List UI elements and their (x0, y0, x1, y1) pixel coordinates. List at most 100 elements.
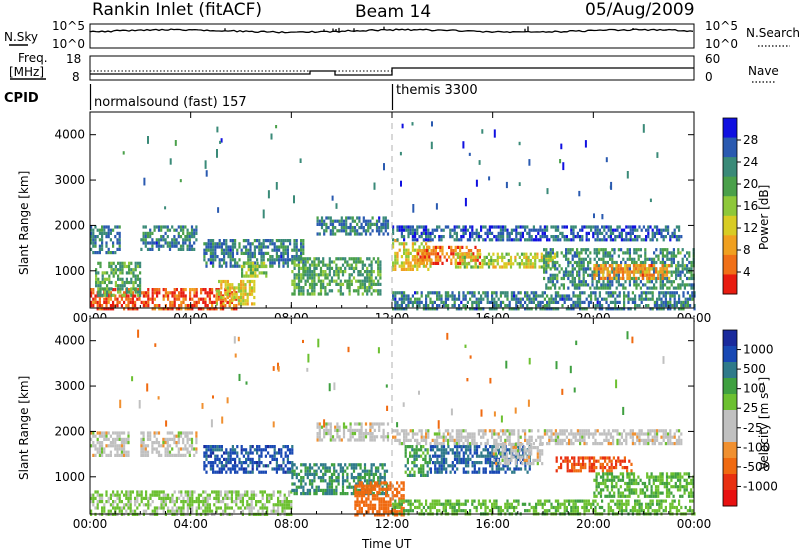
rti-cell (206, 307, 209, 311)
rti-cell (491, 291, 494, 295)
rti-cell (180, 307, 183, 311)
rti-cell (403, 297, 406, 301)
rti-cell (324, 463, 327, 467)
rti-cell (396, 513, 399, 517)
rti-cell (378, 484, 381, 488)
rti-cell (666, 280, 669, 284)
rti-cell (266, 500, 269, 504)
rti-cell (634, 225, 637, 229)
rti-cell (355, 482, 358, 486)
rti-cell (359, 273, 362, 277)
rti-cell (560, 276, 563, 281)
rti-cell (248, 289, 251, 293)
rti-cell (105, 235, 108, 239)
rti-cell (495, 235, 498, 239)
rti-cell (421, 255, 424, 259)
rti-cell (211, 307, 214, 311)
rti-cell (350, 472, 353, 476)
rti-cell (92, 444, 95, 448)
rti-cell (302, 485, 305, 489)
rti-cell (112, 304, 115, 308)
rti-cell (331, 226, 335, 230)
rti-cell (216, 255, 219, 259)
rti-cell (648, 264, 651, 268)
rti-cell (123, 300, 126, 304)
rti-cell (550, 297, 553, 301)
rti-cell (384, 222, 387, 226)
rti-cell (177, 431, 180, 435)
rti-cell (226, 493, 229, 497)
rti-cell (153, 509, 156, 513)
rti-cell (271, 242, 274, 246)
rti-cell (271, 445, 274, 449)
rti-cell (582, 267, 585, 271)
rti-cell (219, 493, 222, 497)
rti-cell (214, 448, 217, 452)
rti-cell (548, 307, 551, 311)
rti-cell (465, 252, 469, 256)
rti-cell (142, 300, 145, 304)
rti-cell (306, 469, 309, 473)
rti-cell (136, 496, 139, 500)
rti-cell (258, 245, 261, 249)
rti-cell (389, 503, 392, 507)
rti-cell (169, 300, 172, 304)
rti-cell (492, 262, 495, 266)
rti-cell (139, 290, 142, 294)
rti-cell (157, 450, 161, 454)
rti-cell (120, 506, 123, 510)
rti-cell (282, 245, 285, 249)
rti-cell (400, 304, 403, 308)
rti-cell (286, 248, 289, 252)
rti-cell (502, 225, 505, 229)
rti-cell (186, 228, 189, 232)
rti-cell (129, 297, 132, 301)
rti-cell (180, 291, 183, 295)
rti-cell (590, 297, 593, 301)
rti-cell (337, 476, 340, 480)
rti-cell (208, 297, 211, 301)
rti-cell (145, 304, 148, 308)
rti-cell (368, 482, 371, 486)
rti-cell (139, 264, 142, 269)
rti-cell (153, 434, 156, 438)
rti-cell (546, 307, 549, 311)
rti-cell (358, 500, 361, 504)
rti-cell (561, 235, 564, 239)
rti-cell (151, 294, 154, 298)
rti-cell (374, 260, 378, 264)
rti-cell (209, 467, 212, 471)
rti-cell (349, 432, 352, 436)
rti-cell (534, 255, 537, 259)
rti-cell (139, 271, 142, 275)
rti-cell (431, 300, 434, 304)
rti-cell (612, 307, 615, 311)
rti-cell (363, 282, 367, 286)
rti-cell (322, 286, 325, 290)
rti-cell (306, 466, 309, 470)
rti-cell (349, 226, 352, 230)
rti-cell (386, 232, 390, 236)
rti-cell (101, 450, 104, 454)
rti-cell (658, 291, 661, 295)
rti-cell (319, 286, 323, 290)
rti-cell (284, 245, 287, 249)
rti-cell (353, 422, 357, 426)
rti-cell (423, 252, 426, 256)
rti-cell (98, 297, 101, 301)
rti-cell (403, 264, 406, 268)
rti-cell (675, 291, 678, 295)
rti-cell (98, 251, 101, 255)
rti-cell (300, 469, 303, 473)
rti-cell (595, 270, 598, 274)
rti-cell (326, 292, 329, 296)
rti-cell (242, 292, 245, 296)
rti-cell (268, 500, 271, 504)
rti-cell (534, 262, 537, 266)
rti-cell (109, 450, 112, 454)
rti-cell (352, 270, 356, 274)
rti-cell (582, 264, 585, 268)
rti-cell (184, 447, 187, 451)
rti-cell (96, 503, 99, 507)
